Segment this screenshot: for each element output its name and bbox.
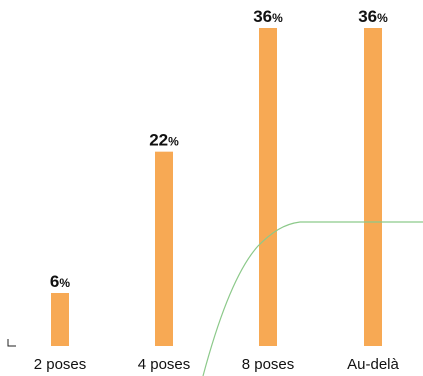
value-label: 6% (50, 272, 70, 291)
category-labels-group: 2 poses 4 poses 8 poses Au-delà (34, 356, 400, 373)
value-label: 22% (149, 131, 179, 150)
bar-8-poses (259, 28, 277, 346)
bar-4-poses (155, 151, 173, 346)
category-label: 2 poses (34, 356, 87, 373)
bar-au-del- (364, 28, 382, 346)
category-label: 4 poses (138, 356, 191, 373)
value-label: 36% (358, 7, 388, 26)
decorative-curve (202, 221, 423, 376)
value-labels-group: 6% 22% 36% 36% (50, 7, 388, 291)
axis-corner-mark (7, 339, 16, 347)
category-label: 8 poses (242, 356, 295, 373)
value-label: 36% (253, 7, 283, 26)
category-label: Au-delà (347, 356, 399, 373)
bar-2-poses (51, 293, 69, 346)
bars-group (51, 28, 382, 346)
